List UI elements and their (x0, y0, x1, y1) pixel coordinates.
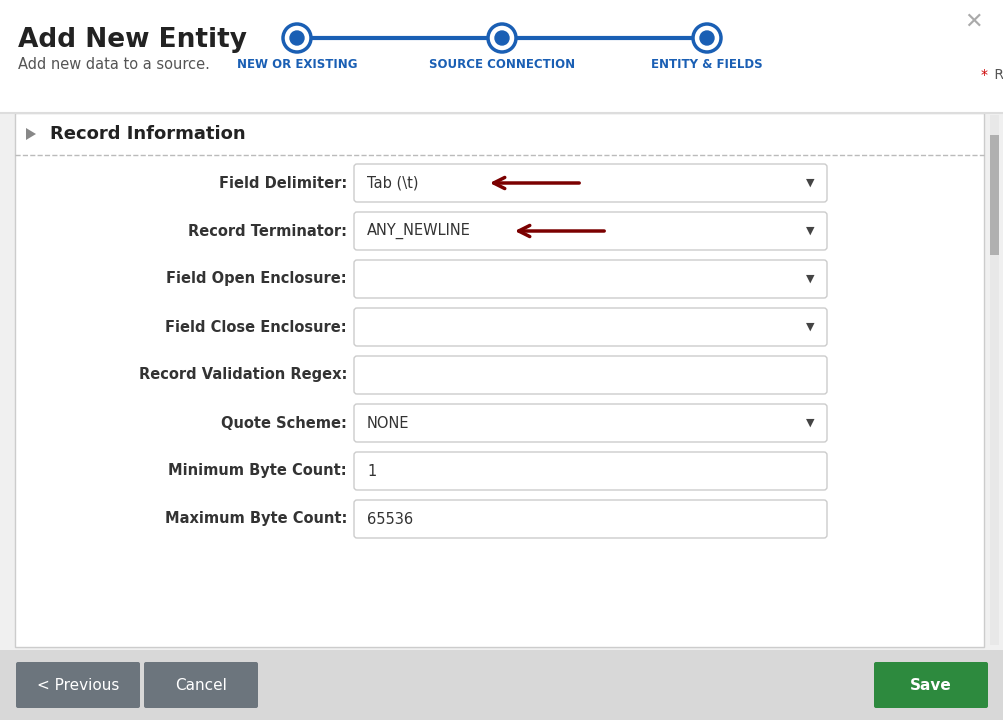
FancyBboxPatch shape (0, 650, 1003, 720)
FancyBboxPatch shape (354, 500, 826, 538)
Text: Maximum Byte Count:: Maximum Byte Count: (164, 511, 347, 526)
Text: Record Validation Regex:: Record Validation Regex: (138, 367, 347, 382)
Text: Quote Scheme:: Quote Scheme: (221, 415, 347, 431)
Text: Required: Required (989, 68, 1003, 82)
Text: ✕: ✕ (964, 12, 982, 32)
Text: ANY_NEWLINE: ANY_NEWLINE (367, 223, 470, 239)
FancyBboxPatch shape (16, 662, 139, 708)
Text: NONE: NONE (367, 415, 409, 431)
Text: NEW OR EXISTING: NEW OR EXISTING (237, 58, 357, 71)
Text: ENTITY & FIELDS: ENTITY & FIELDS (651, 58, 762, 71)
Text: ▼: ▼ (805, 178, 813, 188)
FancyBboxPatch shape (354, 404, 826, 442)
Text: Cancel: Cancel (175, 678, 227, 693)
FancyBboxPatch shape (874, 662, 987, 708)
FancyBboxPatch shape (354, 308, 826, 346)
Text: Record Terminator:: Record Terminator: (188, 223, 347, 238)
Text: Minimum Byte Count:: Minimum Byte Count: (169, 464, 347, 479)
FancyBboxPatch shape (989, 115, 998, 645)
FancyBboxPatch shape (989, 135, 998, 255)
FancyBboxPatch shape (143, 662, 258, 708)
Text: ▼: ▼ (805, 274, 813, 284)
Text: Add new data to a source.: Add new data to a source. (18, 57, 210, 72)
Circle shape (692, 24, 720, 52)
FancyBboxPatch shape (354, 452, 826, 490)
Circle shape (290, 31, 304, 45)
Circle shape (699, 31, 713, 45)
FancyBboxPatch shape (354, 212, 826, 250)
Circle shape (487, 24, 516, 52)
FancyBboxPatch shape (15, 113, 983, 647)
Text: 65536: 65536 (367, 511, 412, 526)
Text: Save: Save (909, 678, 951, 693)
Text: ▼: ▼ (805, 322, 813, 332)
Text: Add New Entity: Add New Entity (18, 27, 247, 53)
Text: ▼: ▼ (805, 226, 813, 236)
Text: Field Close Enclosure:: Field Close Enclosure: (165, 320, 347, 335)
Text: *: * (980, 68, 987, 82)
FancyBboxPatch shape (354, 164, 826, 202)
Text: Field Open Enclosure:: Field Open Enclosure: (166, 271, 347, 287)
FancyBboxPatch shape (354, 356, 826, 394)
Text: 1: 1 (367, 464, 376, 479)
FancyBboxPatch shape (0, 0, 1003, 113)
Text: Tab (\t): Tab (\t) (367, 176, 418, 191)
FancyBboxPatch shape (354, 260, 826, 298)
Circle shape (283, 24, 311, 52)
Text: Record Information: Record Information (50, 125, 246, 143)
Text: Field Delimiter:: Field Delimiter: (219, 176, 347, 191)
Circle shape (494, 31, 509, 45)
Polygon shape (26, 128, 36, 140)
Text: < Previous: < Previous (37, 678, 119, 693)
Text: SOURCE CONNECTION: SOURCE CONNECTION (428, 58, 575, 71)
Text: ▼: ▼ (805, 418, 813, 428)
